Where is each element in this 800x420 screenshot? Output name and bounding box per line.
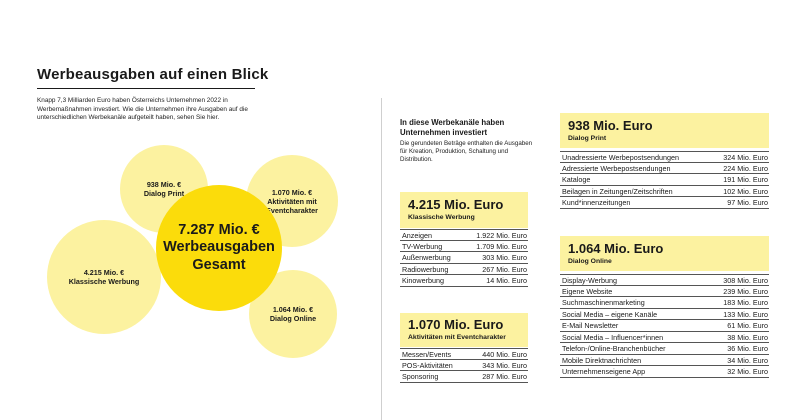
- bubble-classic-amount: 4.215 Mio. €: [83, 268, 125, 277]
- table-row: Sponsoring 287 Mio. Euro: [400, 372, 528, 383]
- table-row: Social Media – Influencer*innen 38 Mio. E…: [560, 332, 769, 343]
- card-dialog-online-category: Dialog Online: [568, 258, 612, 265]
- bubble-total: 7.287 Mio. € Werbeausgaben Gesamt: [156, 185, 282, 311]
- bubble-dialog-online-amount: 1.064 Mio. €: [272, 305, 314, 314]
- title-underline: [37, 88, 255, 89]
- column-divider: [381, 98, 382, 420]
- card-classic-amount: 4.215 Mio. Euro: [408, 197, 504, 212]
- bubble-dialog-print-amount: 938 Mio. €: [146, 180, 182, 189]
- bubble-events-label-1: Aktivitäten mit: [267, 196, 317, 206]
- table-row: Social Media – eigene Kanäle 133 Mio. Eur…: [560, 309, 769, 320]
- table-row: Anzeigen 1.922 Mio. Euro: [400, 229, 528, 241]
- bubble-events-label-2: Eventcharakter: [266, 205, 318, 215]
- table-row: Beilagen in Zeitungen/Zeitschriften 102 M…: [560, 186, 769, 197]
- card-events-table: Messen/Events 440 Mio. Euro POS-Aktivität…: [400, 348, 528, 383]
- table-row: Adressierte Werbepostsendungen 224 Mio. E…: [560, 163, 769, 174]
- table-row: Suchmaschinenmarketing 183 Mio. Euro: [560, 298, 769, 309]
- bubble-dialog-online-label: Dialog Online: [269, 314, 317, 323]
- table-row: Telefon-/Online-Branchenbücher 36 Mio. Eu…: [560, 344, 769, 355]
- bubble-classic: 4.215 Mio. € Klassische Werbung: [47, 220, 161, 334]
- channels-note: Die gerundeten Beträge enthalten die Aus…: [400, 140, 533, 164]
- table-row: Unternehmenseigene App 32 Mio. Euro: [560, 367, 769, 378]
- table-row: Unadressierte Werbepostsendungen 324 Mio.…: [560, 151, 769, 163]
- intro-text: Knapp 7,3 Milliarden Euro haben Österrei…: [37, 97, 248, 122]
- table-row: Kund*innenzeitungen 97 Mio. Euro: [560, 198, 769, 209]
- channels-heading: In diese Werbekanäle haben Unternehmen i…: [400, 118, 505, 137]
- page-title: Werbeausgaben auf einen Blick: [37, 66, 269, 83]
- bubble-dialog-print-label: Dialog Print: [143, 189, 185, 198]
- table-row: Display-Werbung 308 Mio. Euro: [560, 274, 769, 286]
- card-classic-header: 4.215 Mio. Euro Klassische Werbung: [400, 192, 528, 228]
- bubble-total-amount: 7.287 Mio. €: [178, 221, 260, 238]
- table-row: Messen/Events 440 Mio. Euro: [400, 348, 528, 360]
- bubble-events-amount: 1.070 Mio. €: [271, 187, 313, 197]
- card-dialog-print-header: 938 Mio. Euro Dialog Print: [560, 113, 769, 148]
- card-dialog-print-table: Unadressierte Werbepostsendungen 324 Mio.…: [560, 151, 769, 209]
- card-dialog-print-amount: 938 Mio. Euro: [568, 118, 653, 133]
- table-row: Eigene Website 239 Mio. Euro: [560, 286, 769, 297]
- table-row: Radiowerbung 267 Mio. Euro: [400, 264, 528, 275]
- table-row: POS-Aktivitäten 343 Mio. Euro: [400, 360, 528, 371]
- table-row: TV-Werbung 1.709 Mio. Euro: [400, 241, 528, 252]
- bubble-total-line-1: Werbeausgaben: [163, 239, 275, 256]
- table-row: Kataloge 191 Mio. Euro: [560, 175, 769, 186]
- card-classic-table: Anzeigen 1.922 Mio. Euro TV-Werbung 1.709 …: [400, 229, 528, 287]
- card-dialog-online-header: 1.064 Mio. Euro Dialog Online: [560, 236, 769, 271]
- card-classic-category: Klassische Werbung: [408, 214, 475, 221]
- card-events-category: Aktivitäten mit Eventcharakter: [408, 334, 506, 341]
- card-events-header: 1.070 Mio. Euro Aktivitäten mit Eventcha…: [400, 313, 528, 347]
- card-dialog-print-category: Dialog Print: [568, 135, 607, 142]
- table-row: E-Mail Newsletter 61 Mio. Euro: [560, 321, 769, 332]
- bubble-classic-label: Klassische Werbung: [68, 277, 140, 286]
- card-dialog-online-table: Display-Werbung 308 Mio. Euro Eigene Webs…: [560, 274, 769, 378]
- card-events-amount: 1.070 Mio. Euro: [408, 317, 504, 332]
- card-dialog-online-amount: 1.064 Mio. Euro: [568, 241, 664, 256]
- table-row: Mobile Direktnachrichten 34 Mio. Euro: [560, 355, 769, 366]
- table-row: Außenwerbung 303 Mio. Euro: [400, 253, 528, 264]
- table-row: Kinowerbung 14 Mio. Euro: [400, 276, 528, 287]
- bubble-total-line-2: Gesamt: [192, 256, 246, 273]
